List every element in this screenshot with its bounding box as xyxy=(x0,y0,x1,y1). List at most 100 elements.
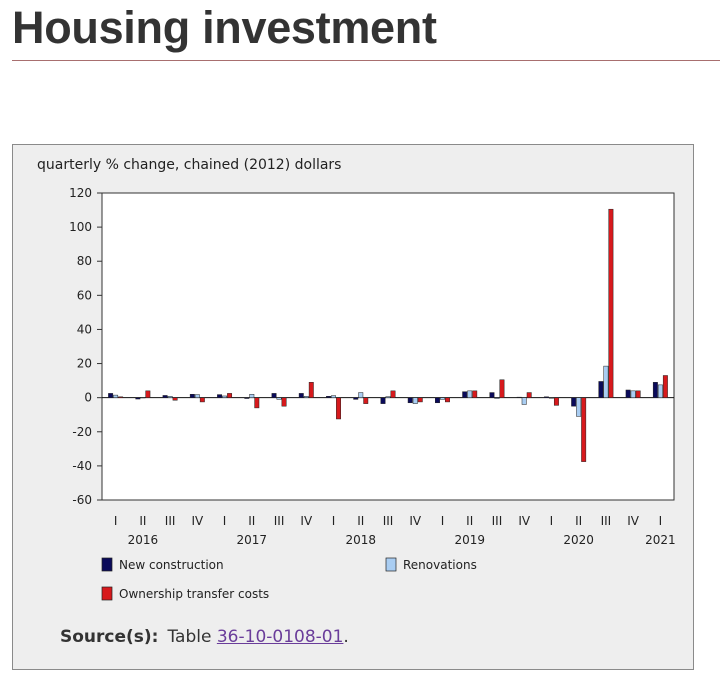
bar-ownership-transfer-costs xyxy=(281,397,287,407)
bar-renovations xyxy=(657,384,663,398)
x-tick-label: I xyxy=(332,514,336,528)
bar-ownership-transfer-costs xyxy=(581,397,587,462)
bar-new-construction xyxy=(516,396,522,399)
bar-renovations xyxy=(576,397,582,417)
bar-new-construction xyxy=(571,397,577,407)
x-year-label: 2016 xyxy=(128,533,159,547)
x-year-label: 2019 xyxy=(454,533,485,547)
y-tick-label: 0 xyxy=(84,391,92,405)
bar-ownership-transfer-costs xyxy=(199,397,205,403)
bar-ownership-transfer-costs xyxy=(445,397,450,403)
x-year-label: 2017 xyxy=(237,533,268,547)
x-tick-label: IV xyxy=(191,514,204,528)
bar-new-construction xyxy=(162,395,168,398)
bar-new-construction xyxy=(435,397,440,404)
bar-renovations xyxy=(385,396,391,398)
legend-label: Ownership transfer costs xyxy=(119,587,269,601)
legend-swatch xyxy=(385,557,397,572)
bar-ownership-transfer-costs xyxy=(608,208,614,398)
bar-ownership-transfer-costs xyxy=(635,390,641,398)
bar-new-construction xyxy=(298,393,304,398)
x-tick-label: II xyxy=(357,514,364,528)
x-year-label: 2020 xyxy=(563,533,594,547)
x-tick-label: III xyxy=(383,514,394,528)
x-year-label: 2021 xyxy=(645,533,676,547)
y-tick-label: 100 xyxy=(69,220,92,234)
x-tick-label: II xyxy=(575,514,582,528)
chart-panel: quarterly % change, chained (2012) dolla… xyxy=(12,144,694,670)
bar-renovations xyxy=(331,395,336,398)
bar-ownership-transfer-costs xyxy=(308,382,314,398)
bar-ownership-transfer-costs xyxy=(472,390,478,398)
y-axis-label: quarterly % change, chained (2012) dolla… xyxy=(37,157,341,173)
source-prefix: Table xyxy=(167,627,212,647)
bar-renovations xyxy=(494,397,500,399)
bar-new-construction xyxy=(543,396,549,398)
x-tick-label: I xyxy=(441,514,445,528)
bar-renovations xyxy=(467,390,473,398)
bar-renovations xyxy=(440,397,445,400)
bar-chart: quarterly % change, chained (2012) dolla… xyxy=(37,157,676,601)
y-tick-label: 40 xyxy=(77,322,92,336)
bar-ownership-transfer-costs xyxy=(145,390,151,398)
bar-renovations xyxy=(113,394,119,398)
bar-ownership-transfer-costs xyxy=(254,397,260,409)
bar-new-construction xyxy=(326,396,331,398)
x-tick-label: III xyxy=(165,514,176,528)
bar-renovations xyxy=(358,392,364,398)
bar-ownership-transfer-costs xyxy=(172,397,178,401)
y-tick-label: 60 xyxy=(77,288,92,302)
bar-renovations xyxy=(412,397,418,404)
bar-new-construction xyxy=(217,394,223,398)
x-tick-label: I xyxy=(659,514,663,528)
legend-swatch xyxy=(101,586,113,601)
x-tick-label: IV xyxy=(300,514,313,528)
bar-new-construction xyxy=(407,397,413,404)
bar-renovations xyxy=(303,396,309,398)
legend-label: Renovations xyxy=(403,558,477,572)
legend-label: New construction xyxy=(119,558,224,572)
x-tick-label: II xyxy=(139,514,146,528)
bar-renovations xyxy=(249,394,255,398)
bar-ownership-transfer-costs xyxy=(662,375,668,398)
x-tick-label: III xyxy=(492,514,503,528)
legend: New construction Renovations Ownership tra… xyxy=(101,557,477,601)
bar-ownership-transfer-costs xyxy=(499,379,505,398)
x-tick-label: I xyxy=(114,514,118,528)
legend-swatch xyxy=(101,557,113,572)
bar-ownership-transfer-costs xyxy=(363,397,369,404)
x-tick-label: IV xyxy=(518,514,531,528)
bar-new-construction xyxy=(652,382,658,398)
bar-renovations xyxy=(630,390,636,398)
y-tick-label: -40 xyxy=(72,459,92,473)
bar-new-construction xyxy=(271,393,277,398)
bar-new-construction xyxy=(489,392,495,398)
source-suffix: . xyxy=(343,627,349,647)
bar-ownership-transfer-costs xyxy=(227,393,233,398)
bar-renovations xyxy=(222,395,228,398)
bar-renovations xyxy=(276,397,282,400)
bar-renovations xyxy=(548,397,554,399)
y-tick-label: 20 xyxy=(77,357,92,371)
y-tick-label: 120 xyxy=(69,186,92,200)
bar-new-construction xyxy=(189,394,195,398)
x-tick-label: III xyxy=(274,514,285,528)
x-tick-label: IV xyxy=(409,514,422,528)
bar-renovations xyxy=(603,365,609,398)
x-year-label: 2018 xyxy=(345,533,376,547)
y-tick-label: -20 xyxy=(72,425,92,439)
y-tick-label: 80 xyxy=(77,254,92,268)
bar-ownership-transfer-costs xyxy=(553,397,559,406)
source-label: Source(s): xyxy=(60,627,159,647)
page-title: Housing investment xyxy=(12,2,437,53)
source-table-link[interactable]: 36-10-0108-01 xyxy=(216,627,344,647)
bar-new-construction xyxy=(135,397,141,400)
bar-renovations xyxy=(521,397,527,405)
bar-renovations xyxy=(140,397,146,399)
bar-new-construction xyxy=(462,391,468,398)
bar-new-construction xyxy=(108,393,114,398)
bar-ownership-transfer-costs xyxy=(526,392,532,398)
bar-new-construction xyxy=(598,381,604,398)
bar-new-construction xyxy=(380,397,386,404)
